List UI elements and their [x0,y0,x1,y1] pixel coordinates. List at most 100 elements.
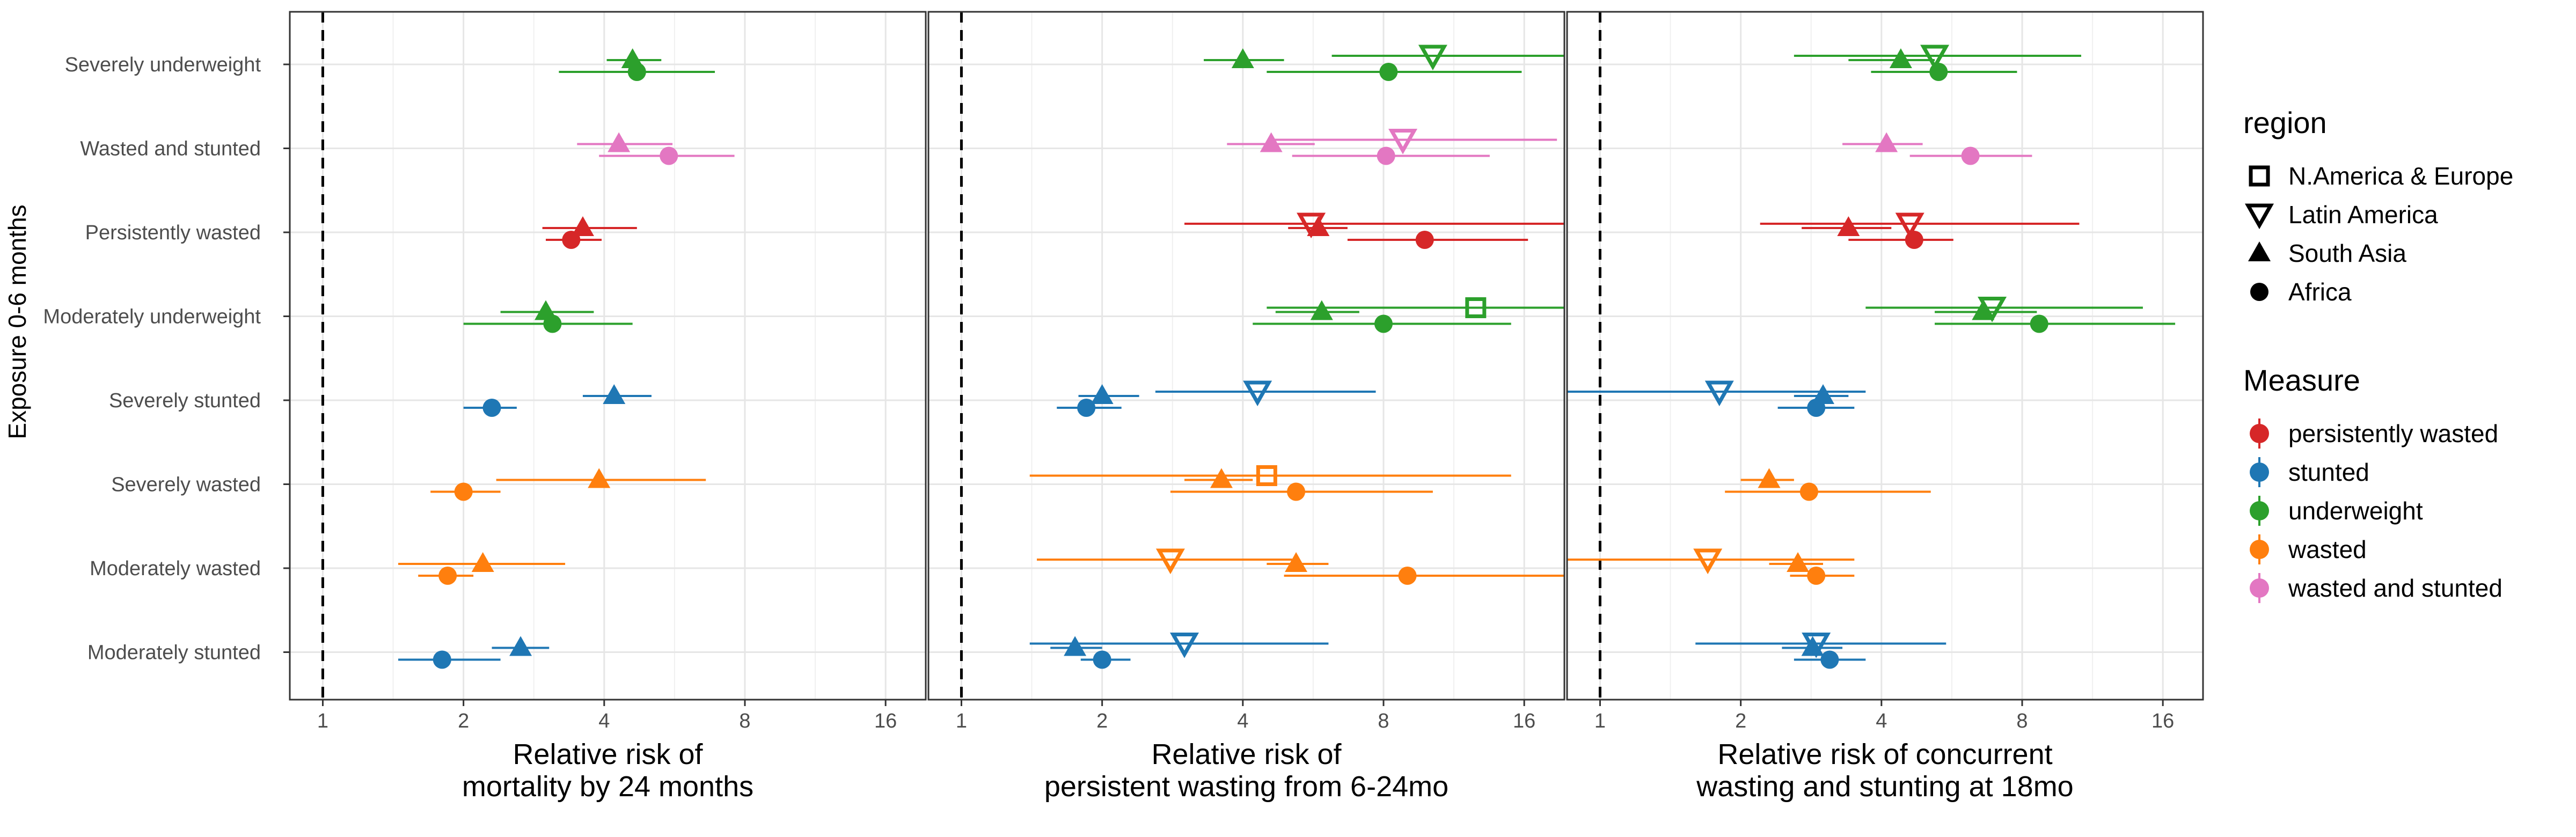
point-marker [1064,636,1087,656]
region-legend-label: South Asia [2288,239,2406,267]
y-axis-title: Exposure 0-6 months [3,204,31,439]
point-marker [482,399,501,417]
measure-legend-label: wasted [2288,535,2367,563]
point-marker [543,314,562,333]
point-marker [1379,63,1398,81]
legend-key-dot [2250,462,2269,482]
y-category-label: Moderately underweight [43,306,261,328]
x-tick-label: 16 [2151,710,2174,732]
point-marker [1704,380,1734,407]
point-marker [1091,384,1114,404]
x-tick-label: 8 [1378,710,1389,732]
point-marker [1895,212,1924,239]
point-marker [1961,146,1980,165]
point-marker [1758,468,1781,488]
point-marker [1398,567,1417,585]
point-marker [1256,465,1277,486]
x-tick-label: 16 [874,710,897,732]
panel-grid [1567,12,2203,700]
point-marker [1787,552,1810,572]
y-category-label: Persistently wasted [85,222,261,244]
x-tick-label: 8 [739,710,750,732]
y-category-label: Moderately stunted [87,642,261,664]
measure-legend-label: underweight [2288,497,2423,525]
point-marker [588,468,611,488]
legend-key-dot [2250,501,2269,520]
point-marker [603,384,626,404]
legend-key-dot [2250,424,2269,443]
legend-key-3 [2248,241,2271,261]
point-marker [1307,216,1330,236]
x-tick-label: 1 [317,710,328,732]
point-marker [608,132,631,152]
panel-border [927,11,1565,701]
measure-legend-label: wasted and stunted [2288,574,2502,602]
point-marker [454,482,473,501]
point-marker [627,63,646,81]
x-tick-label: 16 [1513,710,1535,732]
legend: region N.America & Europe Latin America Sou… [2243,106,2513,603]
panel-border [1566,11,2204,701]
x-tick-label: 1 [956,710,967,732]
y-category-label: Moderately wasted [90,557,261,580]
measure-legend-label: stunted [2288,458,2369,486]
point-marker [1210,468,1233,488]
point-marker [1799,482,1818,501]
x-tick-label: 2 [458,710,469,732]
point-marker [1377,146,1395,165]
legend-key-1 [2249,165,2270,187]
panel-3: 1 2 4 8 16 Relative risk of concurrentwasting… [1566,11,2204,803]
point-marker [562,231,581,249]
point-marker [1260,132,1283,152]
point-marker [509,636,532,656]
region-legend-title: region [2243,106,2327,140]
point-marker [1418,45,1447,71]
x-tick-label: 8 [2016,710,2028,732]
panel-data [1029,45,1564,669]
point-marker [1310,300,1333,320]
point-marker [1801,636,1824,656]
x-axis-title: Relative risk of [513,738,703,770]
x-tick-label: 1 [1594,710,1606,732]
point-marker [1231,48,1254,68]
point-marker [438,567,457,585]
x-axis-title: Relative risk of concurrent [1717,738,2052,770]
legend-key-dot [2250,578,2269,598]
x-axis-title: wasting and stunting at 18mo [1696,770,2073,803]
point-marker [1285,552,1308,572]
legend-key-dot [2250,540,2269,559]
region-legend-label: Latin America [2288,201,2438,229]
x-axis-title: mortality by 24 months [462,770,753,803]
point-marker [471,552,494,572]
panel-grid [928,12,1564,700]
point-marker [1169,633,1199,658]
point-marker [1693,548,1723,575]
point-marker [1920,45,1950,71]
point-marker [1465,297,1487,318]
point-marker [1243,380,1272,407]
point-marker [1889,48,1912,68]
measure-legend-label: persistently wasted [2288,420,2498,447]
x-tick-label: 4 [1876,710,1887,732]
x-tick-label: 2 [1096,710,1108,732]
point-marker [1077,399,1096,417]
point-marker [660,146,678,165]
panel-data [1567,45,2176,669]
region-legend-label: Africa [2288,278,2352,306]
measure-legend-title: Measure [2243,363,2360,397]
legend-key-4 [2250,283,2268,301]
x-tick-label: 4 [1237,710,1248,732]
point-marker [1093,650,1111,669]
point-marker [1155,548,1185,575]
y-category-label: Wasted and stunted [80,138,261,160]
point-marker [1972,300,1995,320]
panel-border [289,11,927,701]
y-category-label: Severely underweight [65,54,261,76]
point-marker [2030,314,2048,333]
point-marker [1287,482,1306,501]
point-marker [1415,231,1434,249]
point-marker [433,650,451,669]
x-axis-title: Relative risk of [1151,738,1342,770]
